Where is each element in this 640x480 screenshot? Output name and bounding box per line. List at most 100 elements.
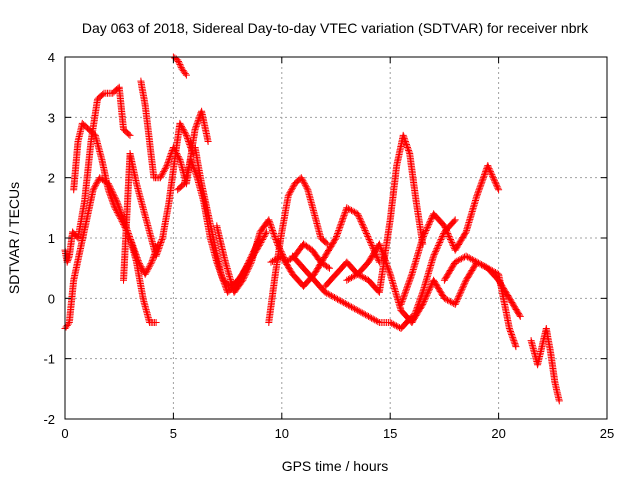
- data-point: [346, 302, 354, 310]
- data-point: [340, 211, 348, 219]
- data-point: [180, 127, 188, 135]
- data-point: [478, 177, 486, 185]
- data-point: [384, 264, 392, 272]
- data-point: [487, 266, 495, 274]
- data-point: [427, 216, 435, 224]
- data-point: [363, 231, 371, 239]
- data-point: [344, 301, 352, 309]
- data-point: [348, 206, 355, 214]
- data-point: [363, 312, 371, 320]
- data-point: [266, 220, 274, 228]
- data-point: [451, 300, 459, 308]
- data-point: [461, 278, 469, 286]
- data-point: [172, 148, 180, 156]
- data-point: [507, 328, 514, 335]
- data-point: [453, 297, 461, 305]
- data-point: [404, 144, 411, 151]
- data-point: [204, 138, 212, 145]
- data-point: [365, 312, 372, 320]
- data-point: [107, 192, 114, 200]
- data-point: [192, 124, 200, 132]
- data-point: [126, 131, 134, 139]
- data-point: [424, 290, 431, 298]
- data-point: [363, 230, 370, 237]
- data-point: [109, 199, 117, 207]
- data-point: [144, 266, 152, 274]
- data-point: [357, 308, 365, 316]
- data-point: [479, 262, 487, 270]
- data-point: [361, 225, 368, 233]
- data-point: [244, 266, 252, 274]
- data-point: [456, 256, 464, 263]
- data-point: [163, 160, 171, 168]
- data-point: [484, 162, 492, 170]
- data-point: [460, 281, 468, 289]
- data-point: [273, 255, 281, 263]
- y-tick-label: -1: [43, 352, 55, 367]
- data-point: [444, 296, 451, 304]
- data-point: [453, 257, 461, 265]
- data-point: [351, 272, 359, 280]
- data-point: [516, 312, 524, 320]
- data-point: [322, 239, 330, 247]
- data-point: [440, 222, 448, 230]
- data-point: [268, 225, 276, 233]
- data-point: [438, 234, 446, 242]
- data-point: [488, 267, 496, 275]
- data-point: [174, 153, 182, 161]
- data-point: [419, 300, 427, 308]
- data-point: [457, 288, 465, 296]
- data-point: [459, 282, 467, 290]
- data-point: [441, 223, 449, 231]
- data-point: [490, 175, 498, 183]
- data-point: [341, 300, 349, 307]
- data-point: [351, 305, 359, 313]
- data-point: [115, 211, 123, 219]
- data-point: [366, 313, 374, 321]
- data-point: [445, 297, 453, 305]
- data-point: [174, 151, 181, 159]
- data-point: [452, 299, 460, 307]
- data-point: [303, 184, 311, 192]
- data-point: [399, 131, 407, 139]
- data-point: [383, 261, 391, 269]
- data-point: [431, 249, 439, 257]
- data-point: [424, 223, 431, 231]
- data-point: [337, 297, 345, 305]
- data-point: [159, 169, 167, 177]
- data-point: [422, 293, 430, 301]
- y-axis-label: SDTVAR / TECUs: [6, 182, 22, 294]
- data-point: [152, 319, 160, 326]
- data-point: [405, 279, 413, 287]
- data-point: [301, 180, 309, 188]
- y-tick-label: 1: [48, 231, 55, 246]
- axis-ticks: 0 5 10 15 20 25 -2 -1 0 1 2 3 4: [43, 50, 614, 441]
- data-point: [113, 208, 121, 216]
- data-point: [169, 144, 177, 151]
- x-tick-label: 10: [275, 426, 289, 441]
- data-point: [420, 231, 428, 239]
- data-point: [286, 189, 294, 197]
- data-point: [158, 236, 166, 243]
- data-point: [358, 219, 366, 227]
- data-point: [247, 260, 255, 268]
- data-point: [331, 235, 339, 243]
- data-point: [221, 282, 229, 290]
- data-point: [508, 332, 516, 340]
- data-point: [93, 178, 101, 186]
- data-point: [367, 239, 375, 246]
- data-point: [355, 213, 363, 221]
- data-point: [355, 307, 363, 315]
- data-point: [402, 139, 410, 147]
- data-point: [343, 276, 351, 284]
- data-point: [142, 269, 150, 277]
- data-point: [145, 263, 153, 271]
- data-point: [423, 225, 431, 233]
- data-point: [450, 217, 458, 225]
- data-point: [218, 272, 226, 280]
- data-point: [287, 187, 295, 195]
- data-point: [269, 228, 277, 236]
- data-point: [388, 319, 396, 327]
- data-point: [404, 282, 411, 290]
